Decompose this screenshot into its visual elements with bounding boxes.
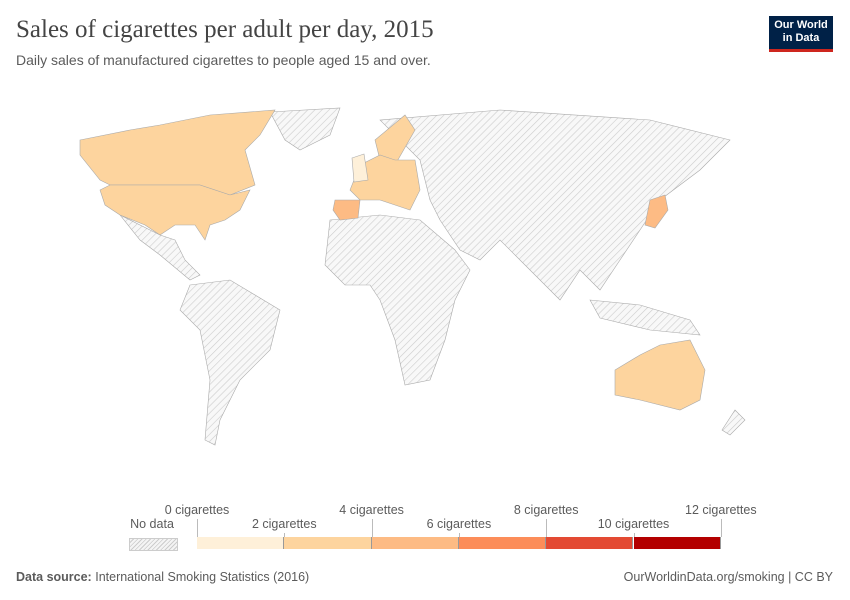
legend-tick-line: [284, 533, 286, 537]
page-subtitle: Daily sales of manufactured cigarettes t…: [16, 52, 431, 68]
region-new-zealand[interactable]: [721, 409, 746, 436]
region-greenland[interactable]: [269, 107, 341, 151]
legend-bin-0: [197, 537, 285, 549]
region-united-states[interactable]: [99, 184, 251, 241]
map-legend: No data 0 cigarettes 2 cigarettes 4 cigare…: [0, 500, 850, 555]
region-canada[interactable]: [79, 109, 276, 196]
region-indonesia[interactable]: [589, 299, 701, 336]
legend-tick-label: 4 cigarettes: [339, 503, 404, 517]
region-central-america[interactable]: [119, 214, 201, 281]
data-source: Data source: International Smoking Stati…: [16, 570, 310, 584]
world-map[interactable]: [0, 100, 850, 460]
legend-tick-label: 10 cigarettes: [597, 517, 670, 531]
region-japan[interactable]: [644, 194, 669, 229]
legend-tick-line: [371, 519, 373, 537]
legend-bin-1: [284, 537, 372, 549]
source-url-link[interactable]: OurWorldinData.org/smoking | CC BY: [623, 570, 833, 584]
legend-tick-line: [633, 533, 635, 537]
legend-tick-line: [546, 519, 548, 537]
legend-no-data-label: No data: [130, 517, 174, 531]
legend-no-data-swatch: [129, 538, 178, 551]
page-title: Sales of cigarettes per adult per day, 2…: [16, 16, 434, 43]
legend-bin-4: [546, 537, 634, 549]
region-united-kingdom[interactable]: [351, 153, 369, 183]
region-south-america[interactable]: [179, 279, 281, 446]
legend-tick-label: 0 cigarettes: [164, 503, 230, 517]
legend-tick-label: 8 cigarettes: [513, 503, 579, 517]
legend-tick-line: [458, 533, 460, 537]
legend-tick-line: [197, 519, 198, 537]
region-africa[interactable]: [324, 214, 471, 386]
legend-tick-label: 6 cigarettes: [426, 517, 492, 531]
region-europe[interactable]: [349, 154, 421, 211]
legend-bin-5: [633, 537, 721, 549]
legend-bin-2: [371, 537, 459, 549]
region-australia[interactable]: [614, 339, 706, 411]
legend-tick-label: 2 cigarettes: [251, 517, 317, 531]
legend-tick-line: [720, 519, 722, 537]
region-spain[interactable]: [332, 199, 361, 221]
legend-bin-3: [458, 537, 547, 549]
owid-logo[interactable]: Our World in Data: [769, 16, 833, 52]
legend-tick-label: 12 cigarettes: [685, 503, 757, 517]
region-asia[interactable]: [379, 109, 731, 301]
